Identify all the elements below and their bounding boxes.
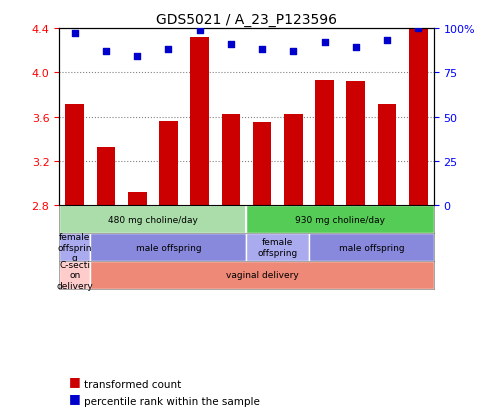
Text: ■: ■ — [69, 391, 81, 404]
Point — [102, 49, 110, 55]
Point — [383, 38, 391, 45]
FancyBboxPatch shape — [59, 206, 246, 233]
Bar — [315, 81, 334, 206]
Text: female
offspring: female offspring — [258, 238, 298, 257]
Bar — [284, 115, 303, 206]
Bar — [159, 122, 178, 206]
Text: male offspring: male offspring — [136, 243, 201, 252]
Text: percentile rank within the sample: percentile rank within the sample — [84, 396, 260, 406]
Text: 930 mg choline/day: 930 mg choline/day — [295, 215, 385, 224]
Bar — [128, 192, 146, 206]
Point — [196, 27, 204, 34]
FancyBboxPatch shape — [59, 233, 90, 261]
Bar — [378, 105, 396, 206]
Text: transformed count: transformed count — [84, 379, 181, 389]
Text: female
offsprin
g: female offsprin g — [58, 233, 92, 262]
Point — [133, 54, 141, 61]
Point — [71, 31, 79, 38]
FancyBboxPatch shape — [246, 206, 434, 233]
Point — [258, 47, 266, 53]
Text: vaginal delivery: vaginal delivery — [226, 271, 298, 280]
Point — [289, 49, 297, 55]
Point — [320, 40, 328, 46]
Point — [165, 47, 173, 53]
Title: GDS5021 / A_23_P123596: GDS5021 / A_23_P123596 — [156, 12, 337, 26]
Text: ■: ■ — [69, 374, 81, 387]
Text: male offspring: male offspring — [339, 243, 404, 252]
Bar — [221, 115, 240, 206]
Text: C-secti
on
delivery: C-secti on delivery — [56, 260, 93, 290]
FancyBboxPatch shape — [59, 261, 90, 289]
FancyBboxPatch shape — [90, 233, 246, 261]
Bar — [97, 147, 115, 206]
FancyBboxPatch shape — [90, 261, 434, 289]
FancyBboxPatch shape — [309, 233, 434, 261]
Bar — [190, 38, 209, 206]
Bar — [409, 30, 427, 206]
Bar — [66, 105, 84, 206]
Point — [414, 26, 422, 32]
Bar — [253, 123, 272, 206]
Text: 480 mg choline/day: 480 mg choline/day — [108, 215, 198, 224]
Point — [352, 45, 360, 52]
Point — [227, 42, 235, 48]
Bar — [347, 82, 365, 206]
FancyBboxPatch shape — [246, 233, 309, 261]
